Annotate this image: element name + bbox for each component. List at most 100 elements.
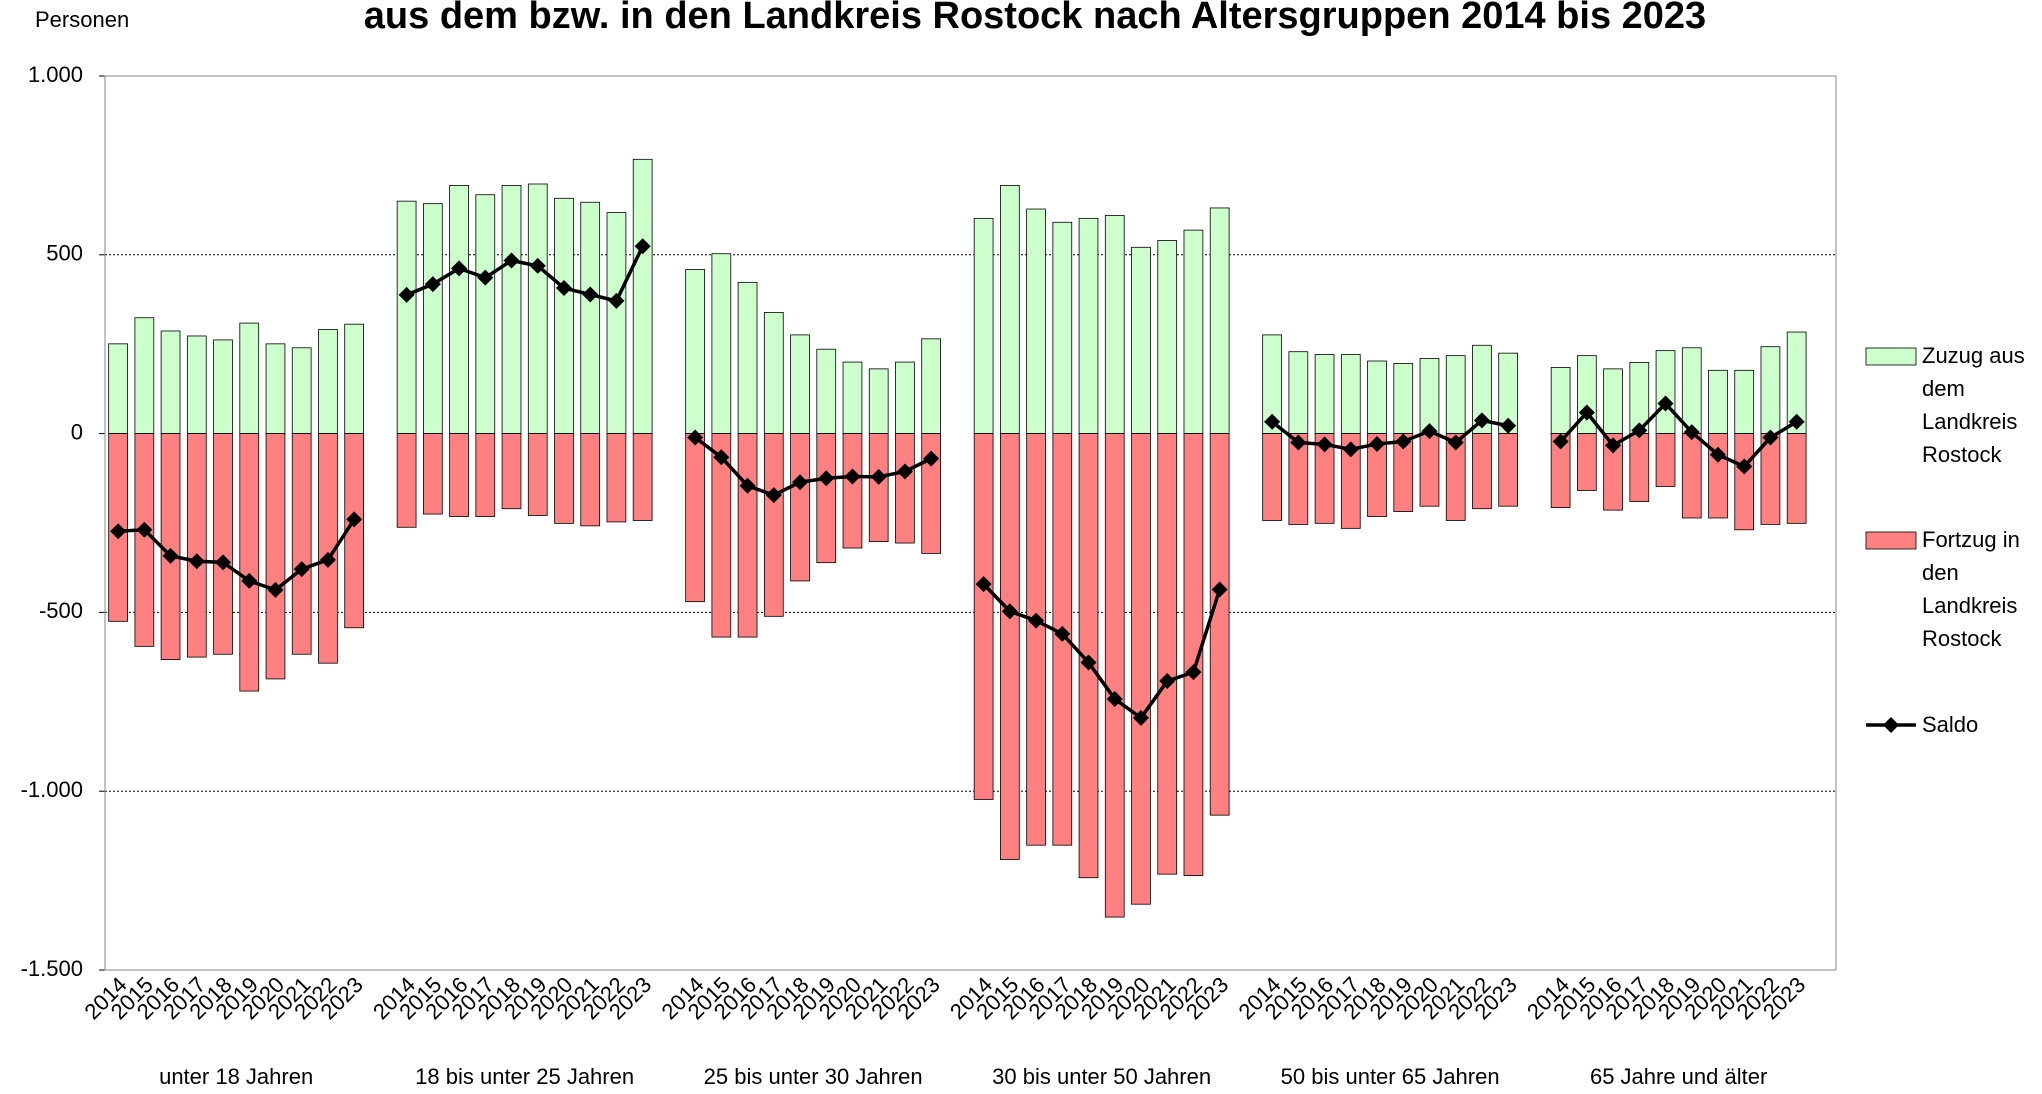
saldo-marker bbox=[1473, 412, 1490, 429]
bar bbox=[291, 347, 312, 434]
plot-frame bbox=[104, 75, 1837, 971]
saldo-marker bbox=[1316, 436, 1333, 453]
legend-label: Zuzug aus dem Landkreis Rostock bbox=[1922, 343, 2025, 467]
bar bbox=[1340, 354, 1361, 435]
saldo-line bbox=[405, 245, 645, 303]
bar bbox=[265, 343, 286, 435]
bar bbox=[580, 201, 601, 435]
bar bbox=[1209, 207, 1230, 435]
saldo-marker bbox=[451, 260, 468, 277]
saldo-marker bbox=[923, 450, 940, 467]
bar bbox=[501, 433, 522, 510]
saldo-marker bbox=[1080, 654, 1097, 671]
saldo-marker bbox=[529, 257, 546, 274]
saldo-marker bbox=[398, 286, 415, 303]
saldo-marker bbox=[844, 468, 861, 485]
bar bbox=[790, 334, 810, 435]
bar bbox=[1603, 368, 1623, 434]
saldo-marker bbox=[1500, 417, 1517, 434]
bar bbox=[108, 343, 128, 435]
bar bbox=[344, 433, 365, 629]
saldo-marker bbox=[1395, 433, 1412, 450]
bar bbox=[973, 217, 994, 435]
legend-swatch bbox=[1865, 531, 1917, 550]
y-tick-label: 500 bbox=[46, 241, 83, 266]
bar bbox=[606, 212, 627, 434]
saldo-marker bbox=[1631, 422, 1648, 439]
bar bbox=[580, 433, 601, 527]
bar bbox=[1052, 221, 1073, 434]
group-label: unter 18 Jahren bbox=[159, 1064, 313, 1089]
saldo-line bbox=[1559, 401, 1798, 469]
bar bbox=[1262, 433, 1282, 521]
saldo-marker bbox=[424, 276, 441, 293]
saldo-marker bbox=[870, 468, 887, 485]
saldo-marker bbox=[687, 429, 704, 446]
bar bbox=[527, 183, 548, 434]
bar bbox=[134, 317, 155, 435]
bar bbox=[1655, 350, 1676, 435]
group-label: 18 bis unter 25 Jahren bbox=[415, 1064, 634, 1089]
saldo-marker bbox=[293, 561, 310, 578]
bar bbox=[1472, 433, 1492, 510]
bar bbox=[1576, 433, 1597, 491]
y-tick-label: 0 bbox=[71, 419, 83, 444]
saldo-marker bbox=[1290, 434, 1307, 451]
saldo-marker bbox=[110, 523, 127, 540]
saldo-marker bbox=[896, 463, 913, 480]
bar bbox=[422, 433, 443, 515]
bar bbox=[868, 433, 889, 542]
bar bbox=[318, 329, 338, 434]
bar bbox=[1445, 433, 1466, 521]
bar bbox=[186, 335, 207, 434]
saldo-marker bbox=[1264, 413, 1281, 430]
bar bbox=[291, 433, 312, 655]
legend-label: Saldo bbox=[1922, 712, 1979, 737]
bar bbox=[1498, 433, 1519, 507]
bar bbox=[475, 433, 496, 517]
bar bbox=[868, 368, 889, 434]
bar bbox=[711, 253, 732, 435]
saldo-marker bbox=[1762, 429, 1779, 446]
bar bbox=[973, 433, 994, 800]
bar bbox=[1629, 433, 1650, 502]
saldo-marker bbox=[634, 238, 651, 255]
saldo-marker bbox=[765, 487, 782, 504]
y-axis-label: Personen bbox=[35, 7, 129, 32]
saldo-line bbox=[694, 436, 932, 498]
y-tick-label: 1.000 bbox=[28, 62, 83, 87]
bar bbox=[1367, 360, 1387, 434]
bar bbox=[763, 433, 784, 617]
saldo-marker bbox=[1578, 404, 1595, 421]
bar bbox=[1183, 229, 1204, 434]
bar bbox=[685, 269, 705, 435]
saldo-marker bbox=[136, 521, 153, 538]
saldo-marker bbox=[1054, 625, 1071, 642]
bar bbox=[1104, 215, 1125, 435]
bar bbox=[790, 433, 810, 582]
saldo-marker bbox=[1159, 673, 1176, 690]
bar bbox=[449, 185, 469, 434]
saldo-line bbox=[118, 518, 356, 592]
bar bbox=[1209, 433, 1230, 816]
bar bbox=[554, 197, 574, 434]
bar bbox=[396, 433, 417, 528]
saldo-marker bbox=[188, 553, 205, 570]
saldo-marker bbox=[713, 449, 730, 466]
saldo-marker bbox=[1001, 603, 1018, 620]
saldo-marker bbox=[1028, 612, 1045, 629]
bar bbox=[527, 433, 548, 516]
bar bbox=[501, 185, 522, 434]
bar bbox=[344, 323, 365, 435]
bar bbox=[1157, 433, 1178, 875]
saldo-marker bbox=[319, 551, 336, 568]
legend-swatch bbox=[1865, 347, 1917, 366]
saldo-marker bbox=[503, 252, 520, 269]
legend-label: Fortzug in den Landkreis Rostock bbox=[1922, 527, 2020, 651]
saldo-marker bbox=[1736, 458, 1753, 475]
bar bbox=[711, 433, 732, 638]
bar bbox=[816, 348, 837, 434]
bar bbox=[213, 339, 233, 435]
